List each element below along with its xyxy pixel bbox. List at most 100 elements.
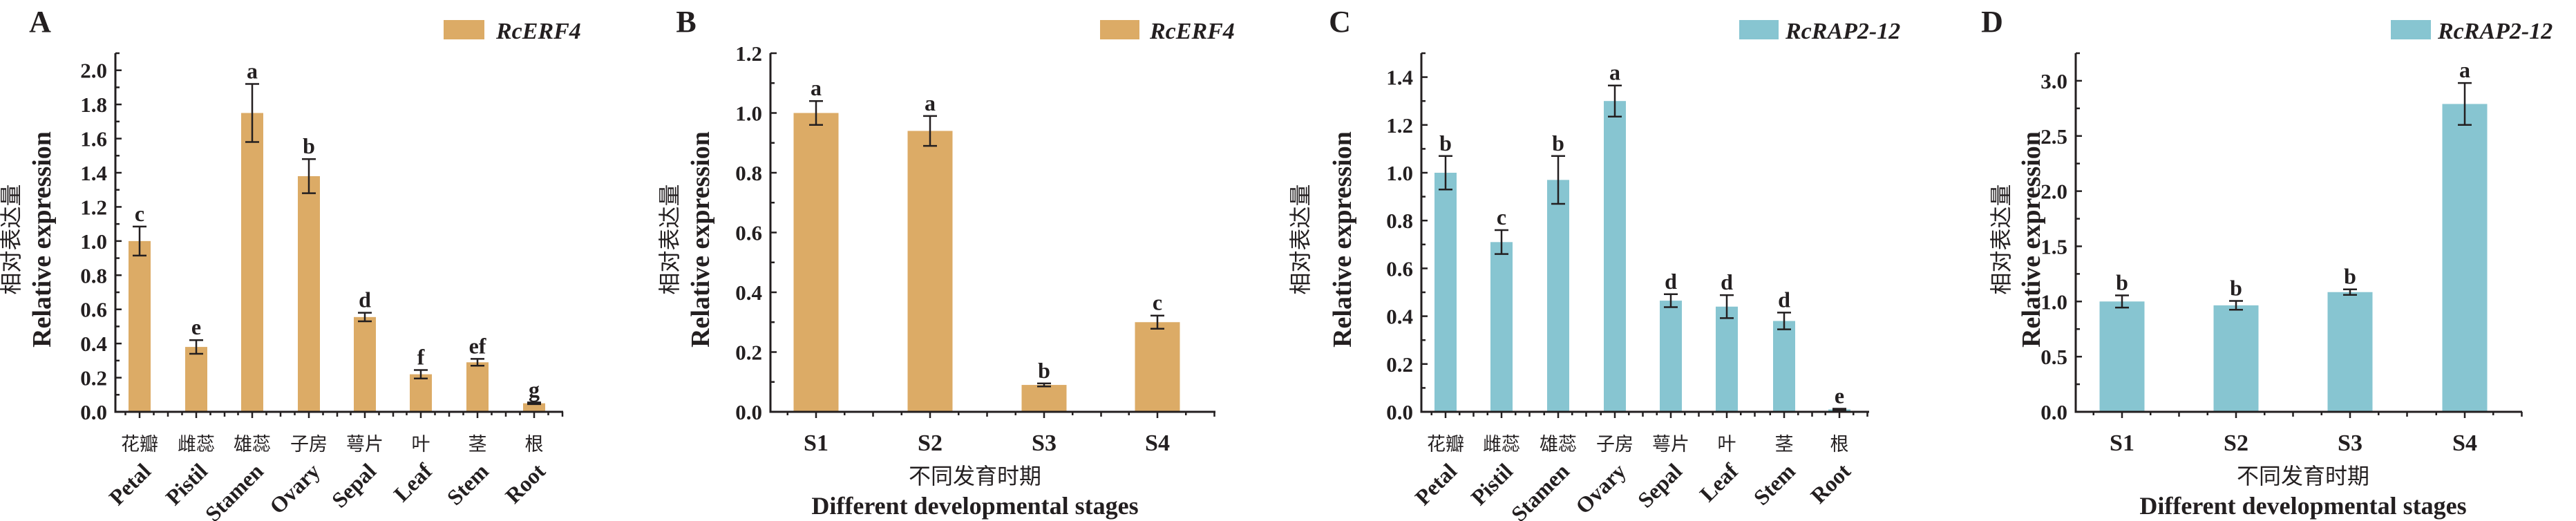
x-tick-label: S1	[2110, 430, 2134, 456]
x-tick-label: Petal	[104, 458, 155, 510]
y-tick-label: 0.8	[80, 263, 107, 287]
bar-Stem	[1773, 321, 1795, 412]
error-bar	[1832, 408, 1846, 411]
panel-D: D RcRAP2-12 b b b a 0.0 0.5 1.0 1.5 2.0 2.5 3.0 相对表达量…	[1981, 5, 2553, 520]
legend-label: RcERF4	[1149, 19, 1235, 44]
x-tick-label-cn: 雌蕊	[1483, 434, 1520, 455]
y-tick-label: 3.0	[2040, 69, 2067, 93]
error-bar	[1439, 155, 1452, 191]
bar-S3	[1021, 385, 1067, 412]
y-axis-title: Relative expression	[28, 131, 57, 348]
bar-Sepal	[354, 316, 376, 412]
bar-Ovary	[1604, 101, 1626, 412]
error-bar	[527, 401, 541, 406]
y-tick-label: 1.2	[80, 195, 107, 219]
significance-letter: e	[1835, 383, 1844, 408]
bar-Petal	[1434, 173, 1457, 412]
x-tick-label: Root	[1806, 458, 1855, 508]
x-tick-label-cn: 雌蕊	[178, 434, 215, 455]
x-tick-label-cn: 根	[525, 434, 544, 455]
x-tick-label: Pistil	[1466, 458, 1517, 510]
x-tick-label-cn: 子房	[290, 434, 328, 455]
x-tick-label-cn: 茎	[1775, 434, 1794, 455]
bar-Leaf	[1716, 306, 1738, 412]
y-tick-label: 0.6	[1386, 256, 1413, 281]
y-tick-label: 1.4	[1386, 66, 1413, 90]
significance-letter: d	[1721, 269, 1733, 294]
error-bar	[133, 225, 146, 257]
significance-letter: e	[191, 314, 201, 339]
bar-S2	[907, 131, 953, 412]
bar-S3	[2327, 292, 2373, 412]
bar-S4	[2442, 104, 2488, 412]
panel-label: C	[1329, 5, 1351, 39]
y-tick-label: 0.4	[1386, 305, 1413, 329]
significance-letter: c	[135, 201, 144, 226]
bar-Stamen	[1547, 180, 1569, 412]
y-tick-label: 0.8	[735, 161, 762, 185]
y-tick-label: 2.0	[80, 59, 107, 83]
x-tick-label: S4	[2452, 430, 2477, 456]
significance-letter: b	[1038, 358, 1050, 383]
x-tick-label-cn: 子房	[1596, 434, 1633, 455]
y-tick-label: 2.5	[2040, 124, 2067, 149]
x-tick-label: Stem	[442, 458, 493, 510]
x-tick-label: Leaf	[1695, 458, 1743, 506]
x-tick-label: Ovary	[265, 458, 325, 518]
legend-swatch	[444, 20, 484, 39]
bar-Pistil	[185, 347, 207, 412]
bar-Pistil	[1490, 242, 1513, 412]
error-bar	[1664, 293, 1678, 308]
x-tick-label: Leaf	[389, 458, 437, 506]
significance-letter: a	[2459, 57, 2470, 82]
bar-Stem	[466, 362, 489, 412]
significance-letter: b	[2230, 276, 2242, 301]
significance-letter: a	[925, 91, 936, 115]
legend-swatch	[1100, 20, 1139, 39]
error-bar	[923, 115, 937, 147]
y-tick-label: 0.5	[2040, 345, 2067, 369]
y-tick-label: 0.2	[1386, 352, 1413, 377]
y-tick-label: 0.4	[735, 281, 762, 305]
y-tick-label: 1.6	[80, 127, 107, 151]
bar-S1	[2099, 301, 2145, 412]
bar-Stamen	[241, 113, 263, 412]
x-tick-label-cn: 雄蕊	[1540, 434, 1577, 455]
y-tick-label: 1.2	[735, 41, 762, 66]
error-bar	[358, 312, 372, 323]
x-tick-label-cn: 根	[1830, 434, 1849, 455]
error-bar	[1495, 229, 1508, 255]
x-axis-title-cn: 不同发育时期	[909, 463, 1041, 489]
error-bar	[1551, 155, 1565, 205]
legend-label: RcRAP2-12	[1785, 19, 1900, 44]
y-tick-label: 0.4	[80, 332, 107, 356]
x-tick-label: S3	[1032, 430, 1057, 456]
y-tick-label: 1.0	[80, 229, 107, 254]
bar-Petal	[129, 240, 151, 412]
significance-letter: c	[1497, 205, 1506, 229]
significance-letter: ef	[469, 333, 486, 358]
x-tick-label-cn: 萼片	[1652, 434, 1689, 455]
y-axis-title-cn: 相对表达量	[1988, 184, 2014, 294]
error-bar	[1720, 294, 1734, 319]
x-tick-label-cn: 萼片	[346, 434, 383, 455]
x-tick-label: Sepal	[1633, 458, 1687, 512]
error-bar	[2458, 82, 2472, 126]
panel-label: A	[29, 5, 51, 39]
y-tick-label: 1.8	[80, 93, 107, 117]
error-bar	[471, 358, 484, 367]
error-bar	[302, 158, 316, 194]
significance-letter: b	[2116, 270, 2128, 295]
legend-label: RcRAP2-12	[2437, 19, 2553, 44]
x-tick-label: Root	[500, 458, 550, 508]
error-bar	[1037, 382, 1051, 388]
significance-letter: b	[1552, 131, 1564, 155]
x-tick-label: Pistil	[160, 458, 212, 510]
error-bar	[1777, 312, 1791, 330]
error-bar	[809, 100, 823, 126]
axes	[1420, 53, 1869, 413]
y-tick-label: 1.2	[1386, 113, 1413, 138]
panel-label: D	[1981, 5, 2003, 39]
panel-label: B	[676, 5, 696, 39]
